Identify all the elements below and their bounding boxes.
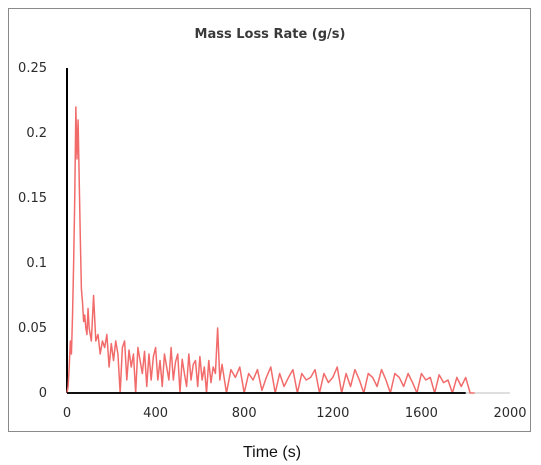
chart-frame — [8, 8, 531, 432]
x-tick-label: 2000 — [493, 406, 526, 421]
x-tick-label: 1600 — [405, 406, 438, 421]
series-line-mass-loss-rate — [66, 106, 475, 394]
x-tick-label: 400 — [143, 406, 168, 421]
y-tick-label: 0.2 — [26, 126, 47, 141]
y-tick-label: 0.15 — [18, 191, 47, 206]
x-tick-label: 1200 — [316, 406, 349, 421]
y-tick-label: 0 — [39, 386, 47, 401]
y-tick-label: 0.05 — [18, 321, 47, 336]
x-tick-label: 0 — [63, 406, 71, 421]
x-axis-title: Time (s) — [243, 444, 301, 461]
x-tick-label: 800 — [232, 406, 257, 421]
chart-title: Mass Loss Rate (g/s) — [195, 27, 346, 42]
y-tick-label: 0.1 — [26, 256, 47, 271]
plot-area: 0 0.05 0.1 0.15 0.2 0.25 0 400 800 1200 1600 2000 — [18, 61, 527, 421]
y-tick-label: 0.25 — [18, 61, 47, 76]
